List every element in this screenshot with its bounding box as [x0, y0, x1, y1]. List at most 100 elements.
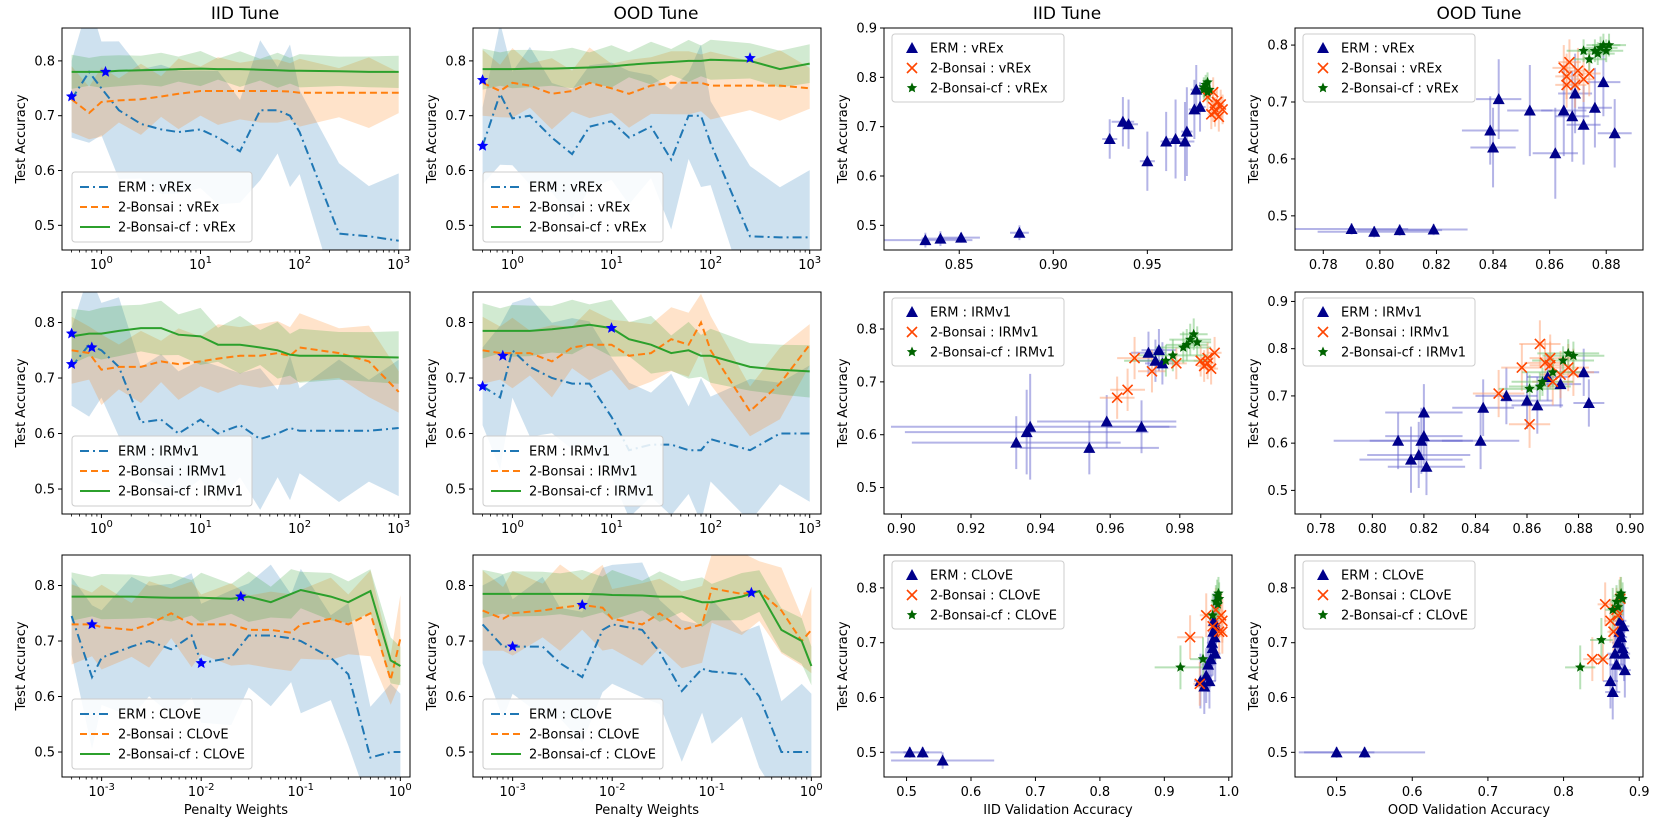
point-cf — [1575, 661, 1586, 672]
best-star-0 — [476, 380, 489, 392]
legend-label-cf: 2-Bonsai-cf : IRMv1 — [529, 485, 654, 500]
band-cf — [482, 299, 810, 398]
point-erm — [1417, 406, 1430, 418]
point-erm — [919, 234, 932, 246]
x-tick-label: 0.6 — [1402, 785, 1423, 800]
y-tick-label: 0.8 — [445, 316, 466, 331]
legend-label-bonsai: 2-Bonsai : vREx — [118, 201, 220, 216]
point-bonsai — [1607, 626, 1620, 638]
point-cf — [1198, 84, 1209, 95]
x-tick-label: 0.6 — [961, 785, 982, 800]
best-star-1 — [476, 139, 489, 151]
legend-marker-bonsai — [906, 62, 918, 74]
point-erm — [1135, 420, 1148, 432]
axes-frame — [472, 291, 822, 515]
y-tick-label: 0.7 — [445, 372, 466, 387]
panel-s13: 0.78 0.80 0.82 0.84 0.86 0.88 0.90 0.5 0.6 0.7 0.8… — [1247, 291, 1645, 537]
x-tick-label: 101 — [600, 255, 623, 273]
legend: ERM : IRMv1 2-Bonsai : IRMv1 2-Bonsai-cf :… — [71, 435, 253, 507]
y-tick-label: 0.7 — [1267, 636, 1288, 651]
x-tick-label: 0.96 — [1096, 522, 1125, 537]
point-erm — [1487, 141, 1500, 153]
point-erm — [1577, 118, 1590, 130]
y-tick-label: 0.6 — [856, 691, 877, 706]
y-tick-label: 0.6 — [34, 427, 55, 442]
x-tick-label: 0.90 — [1039, 258, 1068, 273]
best-star-2 — [605, 322, 618, 333]
y-tick-label: 0.7 — [445, 635, 466, 650]
y-tick-label: 0.6 — [34, 164, 55, 179]
point-bonsai — [1194, 678, 1206, 690]
legend-marker-cf — [906, 609, 918, 620]
point-bonsai — [1544, 352, 1556, 364]
point-erm — [1521, 394, 1533, 406]
legend-label-erm: ERM : vREx — [930, 42, 1004, 57]
series-line-bonsai — [71, 346, 400, 393]
x-tick-label: 0.78 — [1309, 258, 1338, 273]
point-bonsai — [1170, 357, 1182, 369]
panel-p10: 100 101 102 103 0.5 0.6 0.7 0.8 Test Accuracy ERM… — [14, 291, 411, 537]
x-tick-label: 1.0 — [1218, 785, 1239, 800]
y-axis-label: Test Accuracy — [425, 621, 440, 711]
y-tick-label: 0.7 — [34, 372, 55, 387]
point-bonsai — [1213, 111, 1225, 123]
legend-box — [71, 698, 253, 770]
y-tick-label: 0.6 — [34, 690, 55, 705]
plot-area — [1333, 320, 1605, 496]
y-tick-label: 0.8 — [445, 579, 466, 594]
point-erm — [1160, 135, 1173, 147]
y-axis-label: Test Accuracy — [14, 621, 29, 711]
x-tick-label: 0.8 — [1090, 785, 1111, 800]
point-bonsai — [1216, 626, 1228, 638]
legend: ERM : vREx 2-Bonsai : vREx 2-Bonsai-cf : v… — [1302, 33, 1476, 103]
point-cf — [1603, 39, 1615, 50]
legend-label-bonsai: 2-Bonsai : IRMv1 — [930, 326, 1039, 341]
point-bonsai — [1209, 347, 1221, 359]
x-tick-label: 101 — [189, 519, 212, 537]
plot-area — [890, 318, 1222, 480]
x-tick-label: 103 — [798, 255, 821, 273]
point-erm — [1103, 133, 1116, 144]
point-cf — [1611, 596, 1622, 606]
legend-label-bonsai: 2-Bonsai : CLOvE — [930, 589, 1041, 604]
axes-frame — [883, 554, 1233, 778]
best-star-2 — [745, 586, 758, 598]
series-line-bonsai — [70, 90, 399, 115]
series-line-bonsai — [482, 320, 811, 413]
point-erm — [1606, 686, 1619, 698]
point-erm — [1531, 399, 1544, 411]
point-erm — [1610, 658, 1623, 670]
legend-marker-bonsai — [906, 326, 918, 338]
column-title-2: IID Tune — [1033, 4, 1101, 24]
point-erm — [1577, 366, 1590, 378]
y-tick-label: 0.5 — [1267, 746, 1288, 761]
x-tick-label: 0.7 — [1025, 785, 1046, 800]
y-tick-label: 0.9 — [1267, 295, 1288, 310]
legend-box — [71, 171, 253, 243]
legend-marker-cf — [1317, 82, 1329, 93]
x-tick-label: 100 — [389, 782, 412, 800]
x-tick-label: 10-1 — [288, 782, 315, 800]
legend-label-cf: 2-Bonsai-cf : vREx — [930, 82, 1048, 97]
panel-s12: 0.90 0.92 0.94 0.96 0.98 0.5 0.6 0.7 0.8 Test Acc… — [836, 291, 1233, 537]
x-tick-label: 0.7 — [1478, 785, 1499, 800]
point-bonsai — [1599, 598, 1611, 610]
best-star-1 — [497, 349, 509, 361]
y-tick-label: 0.7 — [1267, 389, 1288, 404]
legend-label-cf: 2-Bonsai-cf : vREx — [118, 221, 236, 236]
x-tick-label: 0.9 — [1154, 785, 1175, 800]
x-tick-label: 0.86 — [1535, 258, 1564, 273]
x-tick-label: 102 — [699, 519, 722, 537]
plot-area — [1298, 576, 1631, 758]
point-erm — [1330, 746, 1343, 758]
axes-frame — [61, 291, 411, 515]
point-erm — [1392, 434, 1405, 446]
point-erm — [1209, 647, 1222, 659]
series-line-cf — [482, 58, 810, 71]
point-erm — [1492, 93, 1505, 105]
legend-marker-erm — [1317, 569, 1329, 580]
legend-label-erm: ERM : IRMv1 — [1341, 306, 1422, 321]
band-bonsai — [71, 57, 399, 140]
point-cf — [1210, 596, 1222, 606]
point-cf — [1202, 86, 1213, 97]
